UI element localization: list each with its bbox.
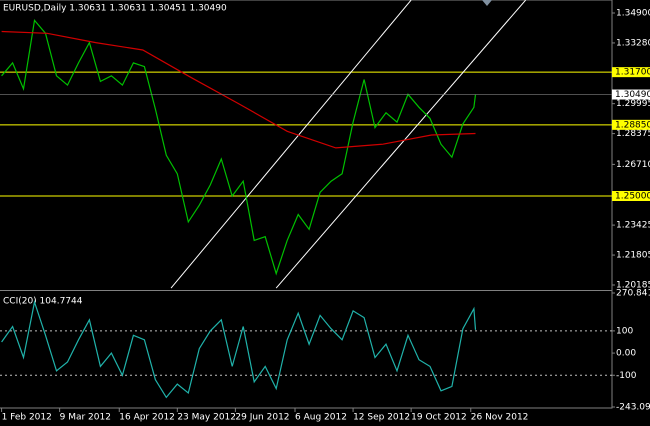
y-tick-label: 1.21805 — [616, 251, 650, 261]
last-price-box — [612, 89, 650, 100]
channel-line — [275, 0, 527, 289]
y-tick-label: 1.28375 — [616, 129, 650, 139]
series-line — [1, 299, 477, 399]
x-tick-label: 26 Nov 2012 — [471, 413, 529, 423]
price-label: 1.25000 — [615, 191, 650, 201]
y-tick-label: 1.26710 — [616, 160, 650, 170]
price-label-box — [612, 67, 650, 78]
indicator-title: CCI(20) 104.7744 — [3, 297, 83, 307]
x-tick-label: 12 Sep 2012 — [353, 413, 410, 423]
x-tick-label: 16 Apr 2012 — [119, 413, 175, 423]
x-tick-label: 1 Feb 2012 — [2, 413, 52, 423]
price-label: 1.31700 — [615, 68, 650, 78]
last-price-label: 1.30490 — [615, 90, 650, 100]
price-label: 1.28850 — [615, 120, 650, 130]
series-line — [1, 19, 477, 276]
price-label-box — [612, 190, 650, 201]
y-tick-label: 1.29995 — [616, 99, 650, 109]
chart-title: EURUSD,Daily 1.30631 1.30631 1.30451 1.3… — [3, 4, 227, 14]
y-tick-label: -100 — [616, 371, 637, 381]
price-label-box — [612, 119, 650, 130]
series-line — [1, 30, 476, 149]
x-tick-label: 19 Oct 2012 — [411, 413, 467, 423]
x-tick-label: 23 May 2012 — [177, 413, 236, 423]
y-tick-label: 1.20185 — [616, 281, 650, 291]
y-tick-label: 1.23425 — [616, 221, 650, 231]
channel-line — [170, 0, 412, 289]
period-marker — [482, 0, 492, 6]
y-tick-label: 100 — [616, 326, 633, 336]
y-tick-label: 1.33280 — [616, 38, 650, 48]
x-tick-label: 9 Mar 2012 — [60, 413, 111, 423]
x-tick-label: 29 Jun 2012 — [235, 413, 289, 423]
frame — [0, 0, 613, 409]
y-tick-label: -243.09 — [616, 403, 650, 413]
y-tick-label: 1.34900 — [616, 8, 650, 18]
x-tick-label: 6 Aug 2012 — [295, 413, 347, 423]
y-tick-label: 270.8412 — [616, 289, 650, 299]
y-tick-label: 0.00 — [616, 349, 636, 359]
